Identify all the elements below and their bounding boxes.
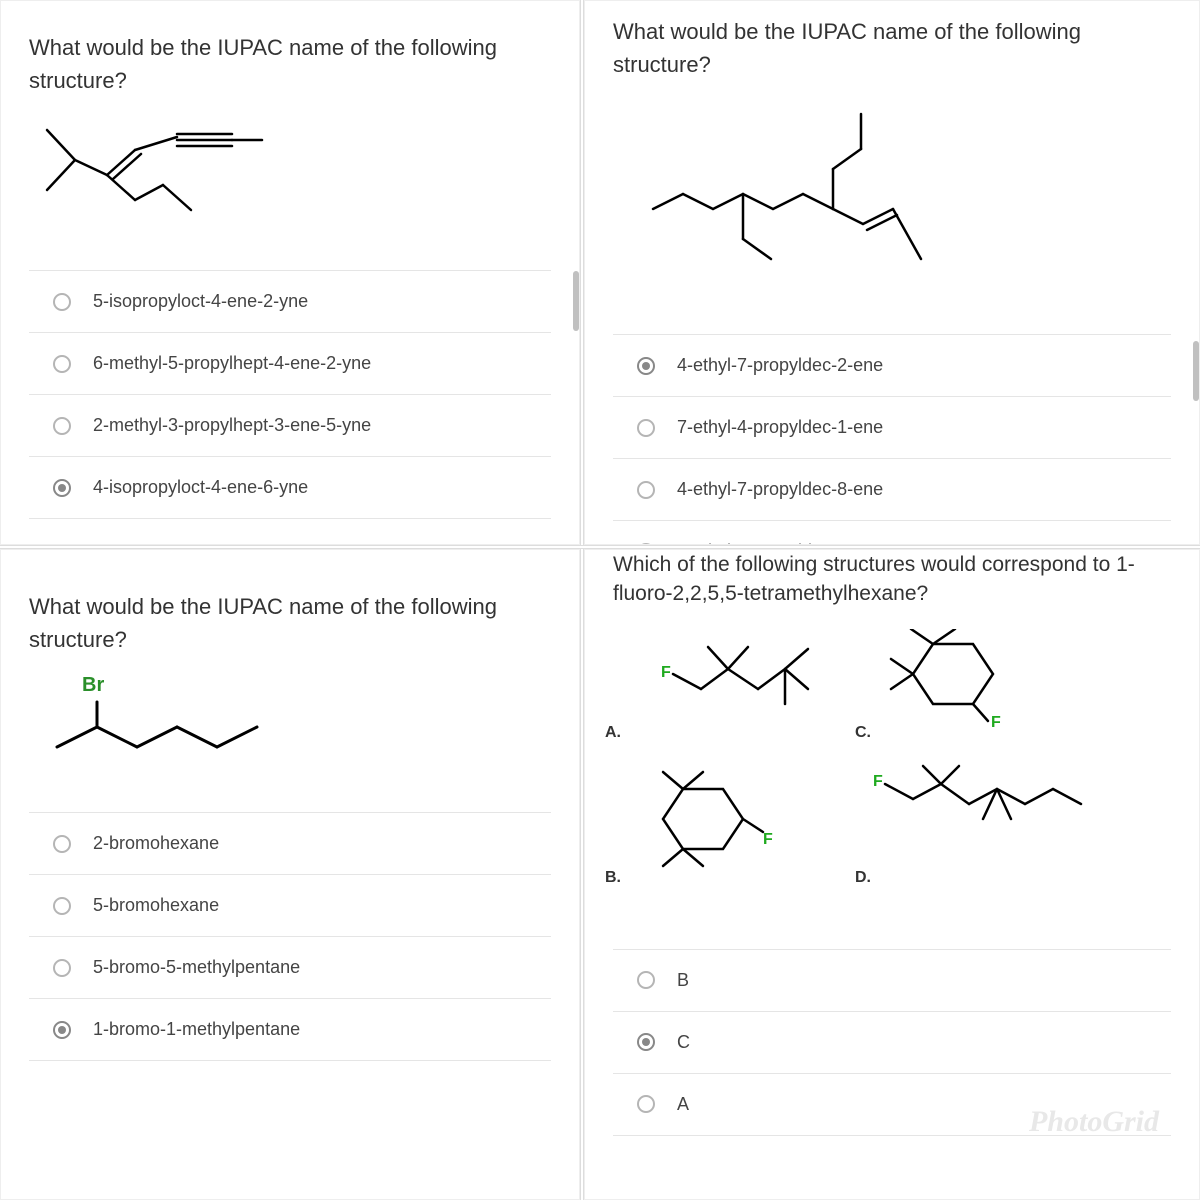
option-label: 7-ethyl-4-propyldec-1-ene (677, 417, 883, 438)
scrollbar-hint (1193, 341, 1199, 401)
option-label: 2-bromohexane (93, 833, 219, 854)
radio-icon (53, 959, 71, 977)
structure-d: F D. (863, 764, 1083, 879)
option-label: 1-bromo-1-methylpentane (93, 1019, 300, 1040)
structure-label-d: D. (855, 869, 871, 887)
f-label: F (873, 773, 883, 790)
radio-icon (53, 293, 71, 311)
radio-icon (637, 1033, 655, 1051)
option-label: 4-ethyl-7-propyldec-2-ene (677, 355, 883, 376)
option-row[interactable]: 4-ethyl-7-propyldec-8-ene (613, 458, 1171, 520)
option-row[interactable]: B (613, 949, 1171, 1011)
question-panel-2: What would be the IUPAC name of the foll… (584, 0, 1200, 545)
option-row[interactable]: 6-methyl-5-propylhept-4-ene-2-yne (29, 332, 551, 394)
options-list-3: 2-bromohexane 5-bromohexane 5-bromo-5-me… (29, 812, 551, 1061)
option-label: A (677, 1094, 689, 1115)
option-label: 5-bromo-5-methylpentane (93, 957, 300, 978)
radio-icon (53, 897, 71, 915)
option-row[interactable]: C (613, 1011, 1171, 1073)
option-label: 6-methyl-5-propylhept-4-ene-2-yne (93, 353, 371, 374)
question-text: What would be the IUPAC name of the foll… (29, 31, 551, 97)
radio-icon (53, 835, 71, 853)
f-label: F (991, 714, 1001, 729)
radio-icon (637, 971, 655, 989)
question-text: What would be the IUPAC name of the foll… (29, 590, 551, 656)
radio-icon (53, 355, 71, 373)
structure-a: F A. (613, 629, 813, 734)
option-label: C (677, 1032, 690, 1053)
question-panel-4: Which of the following structures would … (584, 549, 1200, 1200)
option-label: B (677, 970, 689, 991)
question-text: Which of the following structures would … (613, 550, 1171, 609)
structure-image-1 (37, 115, 551, 240)
radio-icon (53, 1021, 71, 1039)
radio-icon (53, 417, 71, 435)
structure-label-a: A. (605, 724, 621, 742)
option-label: 7-ethyl-4-propyldec-2-ene (677, 541, 883, 545)
options-list-2: 4-ethyl-7-propyldec-2-ene 7-ethyl-4-prop… (613, 334, 1171, 545)
structure-row-1: F A. (613, 629, 1171, 734)
radio-icon (637, 481, 655, 499)
option-row[interactable]: 4-ethyl-7-propyldec-2-ene (613, 334, 1171, 396)
question-text: What would be the IUPAC name of the foll… (613, 15, 1171, 81)
f-label: F (661, 664, 671, 681)
option-row[interactable]: 1-bromo-1-methylpentane (29, 998, 551, 1061)
option-row[interactable]: 5-bromohexane (29, 874, 551, 936)
options-list-1: 5-isopropyloct-4-ene-2-yne 6-methyl-5-pr… (29, 270, 551, 519)
option-row[interactable]: 2-bromohexane (29, 812, 551, 874)
structure-row-2: F B. F (613, 764, 1171, 879)
question-panel-1: What would be the IUPAC name of the foll… (0, 0, 580, 545)
radio-icon (637, 357, 655, 375)
f-label: F (763, 831, 773, 848)
br-label: Br (82, 674, 551, 697)
option-label: 4-ethyl-7-propyldec-8-ene (677, 479, 883, 500)
structure-label-b: B. (605, 869, 621, 887)
radio-icon (637, 1095, 655, 1113)
option-label: 5-bromohexane (93, 895, 219, 916)
structure-c: F C. (863, 629, 1023, 734)
radio-icon (637, 419, 655, 437)
option-row[interactable]: 5-isopropyloct-4-ene-2-yne (29, 270, 551, 332)
option-row[interactable]: 2-methyl-3-propylhept-3-ene-5-yne (29, 394, 551, 456)
option-label: 5-isopropyloct-4-ene-2-yne (93, 291, 308, 312)
option-label: 4-isopropyloct-4-ene-6-yne (93, 477, 308, 498)
question-panel-3: What would be the IUPAC name of the foll… (0, 549, 580, 1200)
structure-image-3: Br (37, 674, 551, 772)
option-row[interactable]: 4-isopropyloct-4-ene-6-yne (29, 456, 551, 519)
structure-image-2 (643, 99, 1171, 304)
watermark: PhotoGrid (1029, 1105, 1159, 1139)
radio-icon (637, 543, 655, 546)
structure-label-c: C. (855, 724, 871, 742)
option-row[interactable]: 5-bromo-5-methylpentane (29, 936, 551, 998)
radio-icon (53, 479, 71, 497)
scrollbar-hint (573, 271, 579, 331)
option-row[interactable]: 7-ethyl-4-propyldec-1-ene (613, 396, 1171, 458)
option-row[interactable]: 7-ethyl-4-propyldec-2-ene (613, 520, 1171, 545)
option-label: 2-methyl-3-propylhept-3-ene-5-yne (93, 415, 371, 436)
structure-b: F B. (613, 764, 783, 879)
